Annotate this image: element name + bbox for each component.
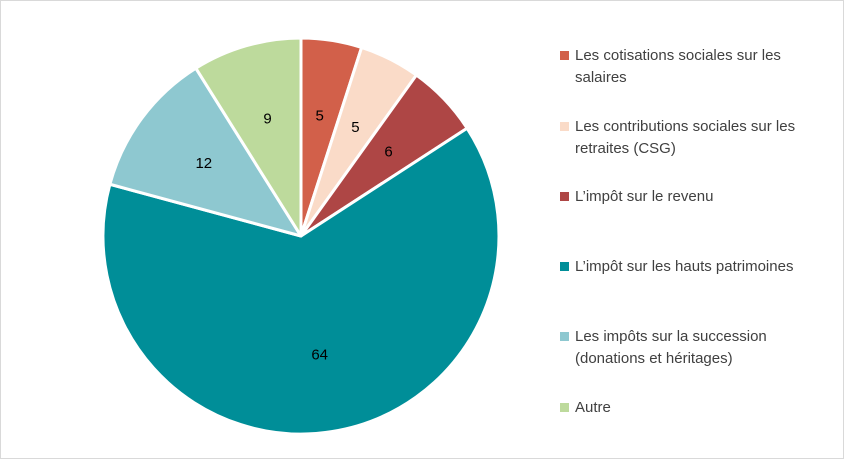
data-label: 6 [384,143,392,160]
data-label: 5 [351,119,359,136]
legend-label: Les cotisations sociales sur les salaire… [575,47,781,86]
legend-label: L’impôt sur les hauts patrimoines [575,258,794,275]
legend-swatch [560,192,569,201]
legend-label: Autre [575,399,611,416]
data-label: 9 [263,111,271,128]
legend-item: L’impôt sur le revenu [560,186,713,208]
data-label: 64 [311,346,328,363]
legend-label: L’impôt sur le revenu [575,188,714,205]
legend-swatch [560,332,569,341]
legend-label: Les impôts sur la succession (donations … [575,328,767,367]
legend-item: Les contributions sociales sur les retra… [560,116,820,160]
pie-slice [194,36,303,238]
legend-swatch [560,51,569,60]
legend-swatch [560,403,569,412]
data-label: 12 [195,155,212,172]
pie-slice [101,126,501,436]
legend-swatch [560,122,569,131]
legend-item: Autre [560,397,611,419]
legend-label: Les contributions sociales sur les retra… [575,118,796,157]
legend-item: L’impôt sur les hauts patrimoines [560,256,793,278]
legend-swatch [560,262,569,271]
pie-slice [108,66,303,238]
legend-item: Les cotisations sociales sur les salaire… [560,45,820,89]
data-label: 5 [316,107,324,124]
legend-item: Les impôts sur la succession (donations … [560,326,820,370]
